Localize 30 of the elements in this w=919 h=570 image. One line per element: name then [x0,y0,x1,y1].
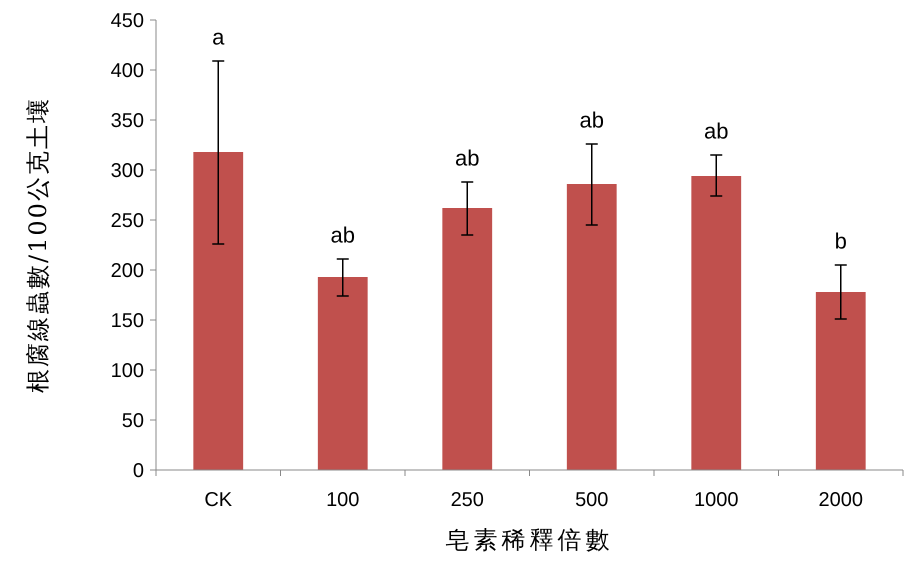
x-axis-title: 皂素稀釋倍數 [446,526,614,554]
x-tick-label: 2000 [818,489,863,511]
annotation: ab [455,146,480,171]
x-tick-label: 500 [575,489,608,511]
x-tick-label: CK [204,489,233,511]
y-tick-label: 100 [110,360,144,382]
bar [566,184,617,470]
annotation: b [834,228,847,254]
y-tick-label: 0 [132,460,144,482]
annotation: a [212,24,226,50]
annotation: ab [580,108,604,133]
x-tick-label: 250 [450,489,484,511]
y-tick-label: 200 [110,260,144,282]
bar [816,292,866,470]
annotation: ab [330,222,355,248]
y-tick-label: 50 [122,410,144,432]
y-tick-label: 150 [110,310,144,332]
bar [691,176,742,470]
y-tick-label: 450 [110,10,144,32]
bar [318,277,368,470]
y-tick-label: 400 [110,60,144,82]
y-tick-label: 250 [110,210,144,232]
y-tick-label: 300 [110,160,144,182]
bar [193,152,244,470]
y-tick-label: 350 [110,110,144,132]
x-tick-label: 1000 [694,489,738,511]
bar [442,208,492,470]
x-tick-label: 100 [326,489,360,511]
annotation: ab [704,118,728,144]
y-axis-title: 根腐線蟲數/100公克土壤 [24,97,52,393]
